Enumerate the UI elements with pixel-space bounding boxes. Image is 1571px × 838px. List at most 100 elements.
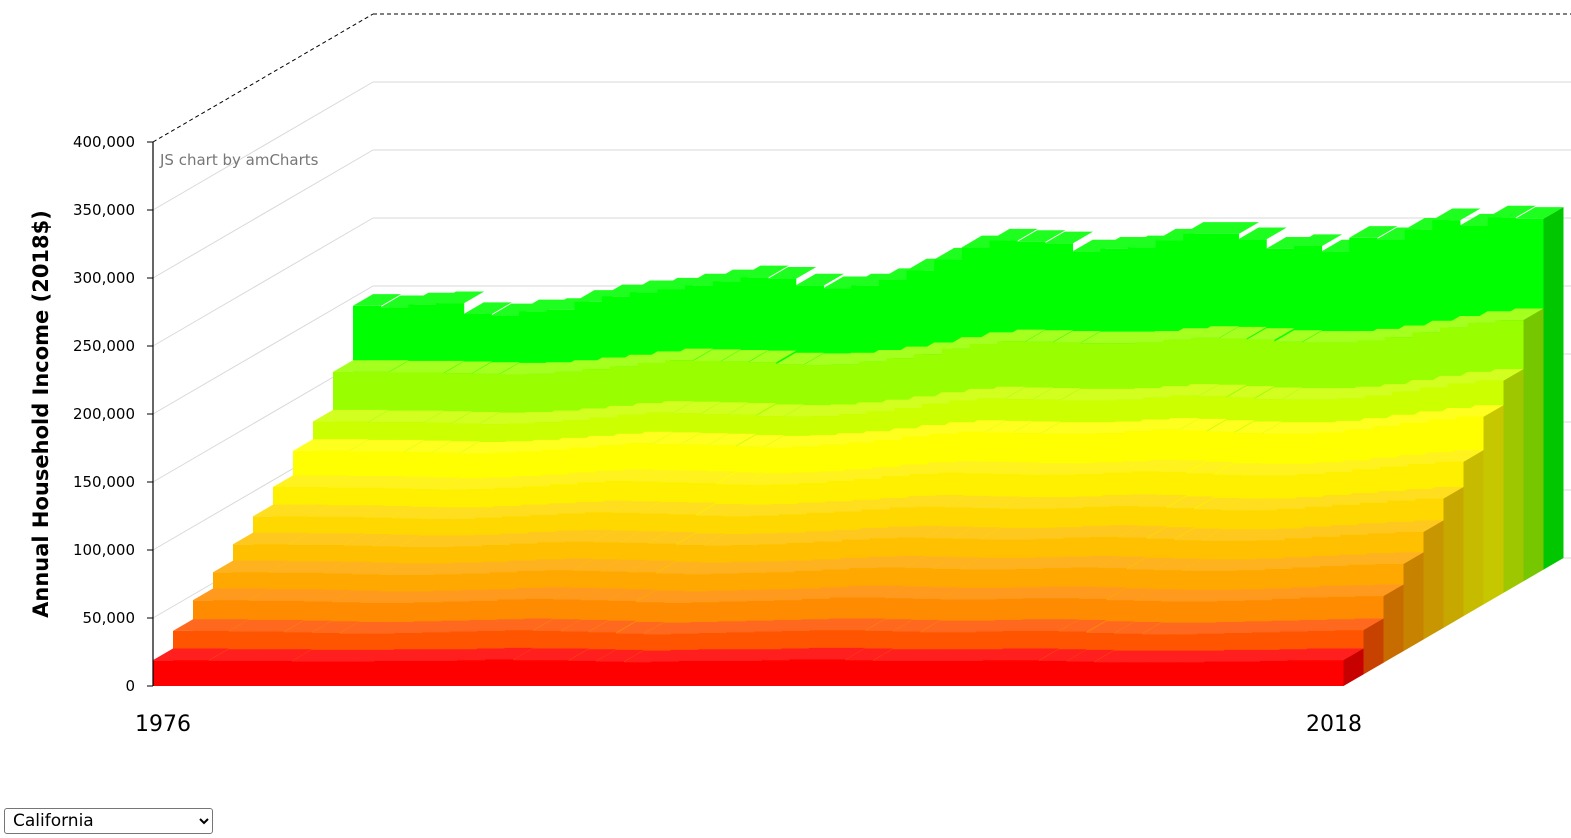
bar-top <box>748 350 797 363</box>
bar[interactable] <box>512 660 541 686</box>
bar-top <box>615 621 664 634</box>
bar[interactable] <box>623 662 652 686</box>
bar-top <box>1229 529 1278 541</box>
bar[interactable] <box>263 660 292 686</box>
bar-top <box>280 504 329 517</box>
bar-top <box>343 533 392 546</box>
bar[interactable] <box>402 660 431 686</box>
bar-top <box>969 332 1018 344</box>
bar-top <box>1003 619 1052 631</box>
bar-top <box>489 560 538 573</box>
bar[interactable] <box>734 660 763 686</box>
bar-top <box>625 431 674 444</box>
bar-top <box>803 353 852 366</box>
bar-top <box>1447 371 1496 384</box>
bar[interactable] <box>651 661 680 686</box>
bar-top <box>1093 650 1143 663</box>
bar[interactable] <box>1232 661 1261 686</box>
bar-top <box>592 530 641 543</box>
bar[interactable] <box>1038 660 1067 686</box>
bar-top <box>348 439 397 452</box>
bar-top <box>554 360 603 372</box>
bar-top <box>1375 552 1424 565</box>
bar[interactable] <box>844 660 874 686</box>
bar-top <box>663 591 712 603</box>
bar[interactable] <box>761 660 791 686</box>
bar[interactable] <box>180 660 209 686</box>
bar[interactable] <box>291 661 320 686</box>
bar[interactable] <box>817 659 846 686</box>
bar-top <box>980 527 1029 540</box>
bar[interactable] <box>955 660 984 686</box>
bar-top <box>1107 331 1157 344</box>
region-select[interactable]: California <box>4 808 213 834</box>
bar-top <box>1086 621 1135 633</box>
bar-top <box>1170 384 1220 396</box>
bar-top <box>987 557 1037 570</box>
bar[interactable] <box>1066 661 1095 686</box>
bar-top <box>568 649 617 661</box>
bar-top <box>1012 421 1061 434</box>
bar[interactable] <box>900 660 929 686</box>
bar[interactable] <box>1176 662 1206 686</box>
bar[interactable] <box>429 660 458 686</box>
bar-top <box>283 620 332 633</box>
bar[interactable] <box>1259 660 1289 686</box>
bar-top <box>927 649 977 661</box>
bar-top <box>1244 588 1293 601</box>
bar-top <box>300 475 349 487</box>
bar[interactable] <box>1093 662 1123 686</box>
bar-top <box>609 354 658 367</box>
bar-top <box>778 502 827 515</box>
bar[interactable] <box>983 660 1012 686</box>
bar-top <box>786 531 835 543</box>
bar[interactable] <box>595 661 624 686</box>
bar-top <box>901 424 951 437</box>
bar[interactable] <box>485 659 514 686</box>
bar[interactable] <box>706 660 735 686</box>
bar-top <box>755 404 804 417</box>
bar[interactable] <box>1010 660 1040 686</box>
bar[interactable] <box>208 660 237 686</box>
bar-top <box>379 563 428 575</box>
bar[interactable] <box>374 660 403 686</box>
bar-top <box>1023 586 1072 599</box>
bar-top <box>1487 205 1536 218</box>
bar-top <box>208 649 257 661</box>
bar[interactable] <box>1204 661 1233 686</box>
bar-top <box>429 649 478 661</box>
bar[interactable] <box>1121 662 1150 686</box>
bar[interactable] <box>1287 660 1316 686</box>
bar-top <box>809 618 858 631</box>
bar[interactable] <box>872 660 901 686</box>
bar[interactable] <box>319 661 348 686</box>
bar-top <box>293 439 342 451</box>
bar[interactable] <box>1149 662 1178 686</box>
bar-top <box>668 502 717 515</box>
bar[interactable] <box>457 660 486 686</box>
bar[interactable] <box>568 660 597 686</box>
bar[interactable] <box>540 660 569 686</box>
bar-top <box>323 561 372 574</box>
bar[interactable] <box>678 660 707 686</box>
bar-top <box>1067 422 1117 434</box>
bar-top <box>454 534 503 547</box>
bar-top <box>740 265 789 278</box>
bar[interactable] <box>236 660 265 686</box>
bar-top <box>1032 388 1081 400</box>
chart-credit[interactable]: JS chart by amCharts <box>159 151 319 169</box>
bar[interactable] <box>1315 660 1344 686</box>
bar[interactable] <box>789 659 818 686</box>
bar-top <box>253 504 302 517</box>
bar-top <box>1110 494 1160 507</box>
bar-top <box>1349 226 1398 238</box>
bar-top <box>952 527 1001 539</box>
bar[interactable] <box>346 661 375 686</box>
y-tick-label: 50,000 <box>83 609 136 627</box>
bar-top <box>683 562 732 575</box>
bar-top <box>1158 460 1207 473</box>
bar-top <box>1169 622 1218 635</box>
bar[interactable] <box>927 660 957 686</box>
bar[interactable] <box>153 660 182 686</box>
bar-top <box>1209 559 1258 571</box>
